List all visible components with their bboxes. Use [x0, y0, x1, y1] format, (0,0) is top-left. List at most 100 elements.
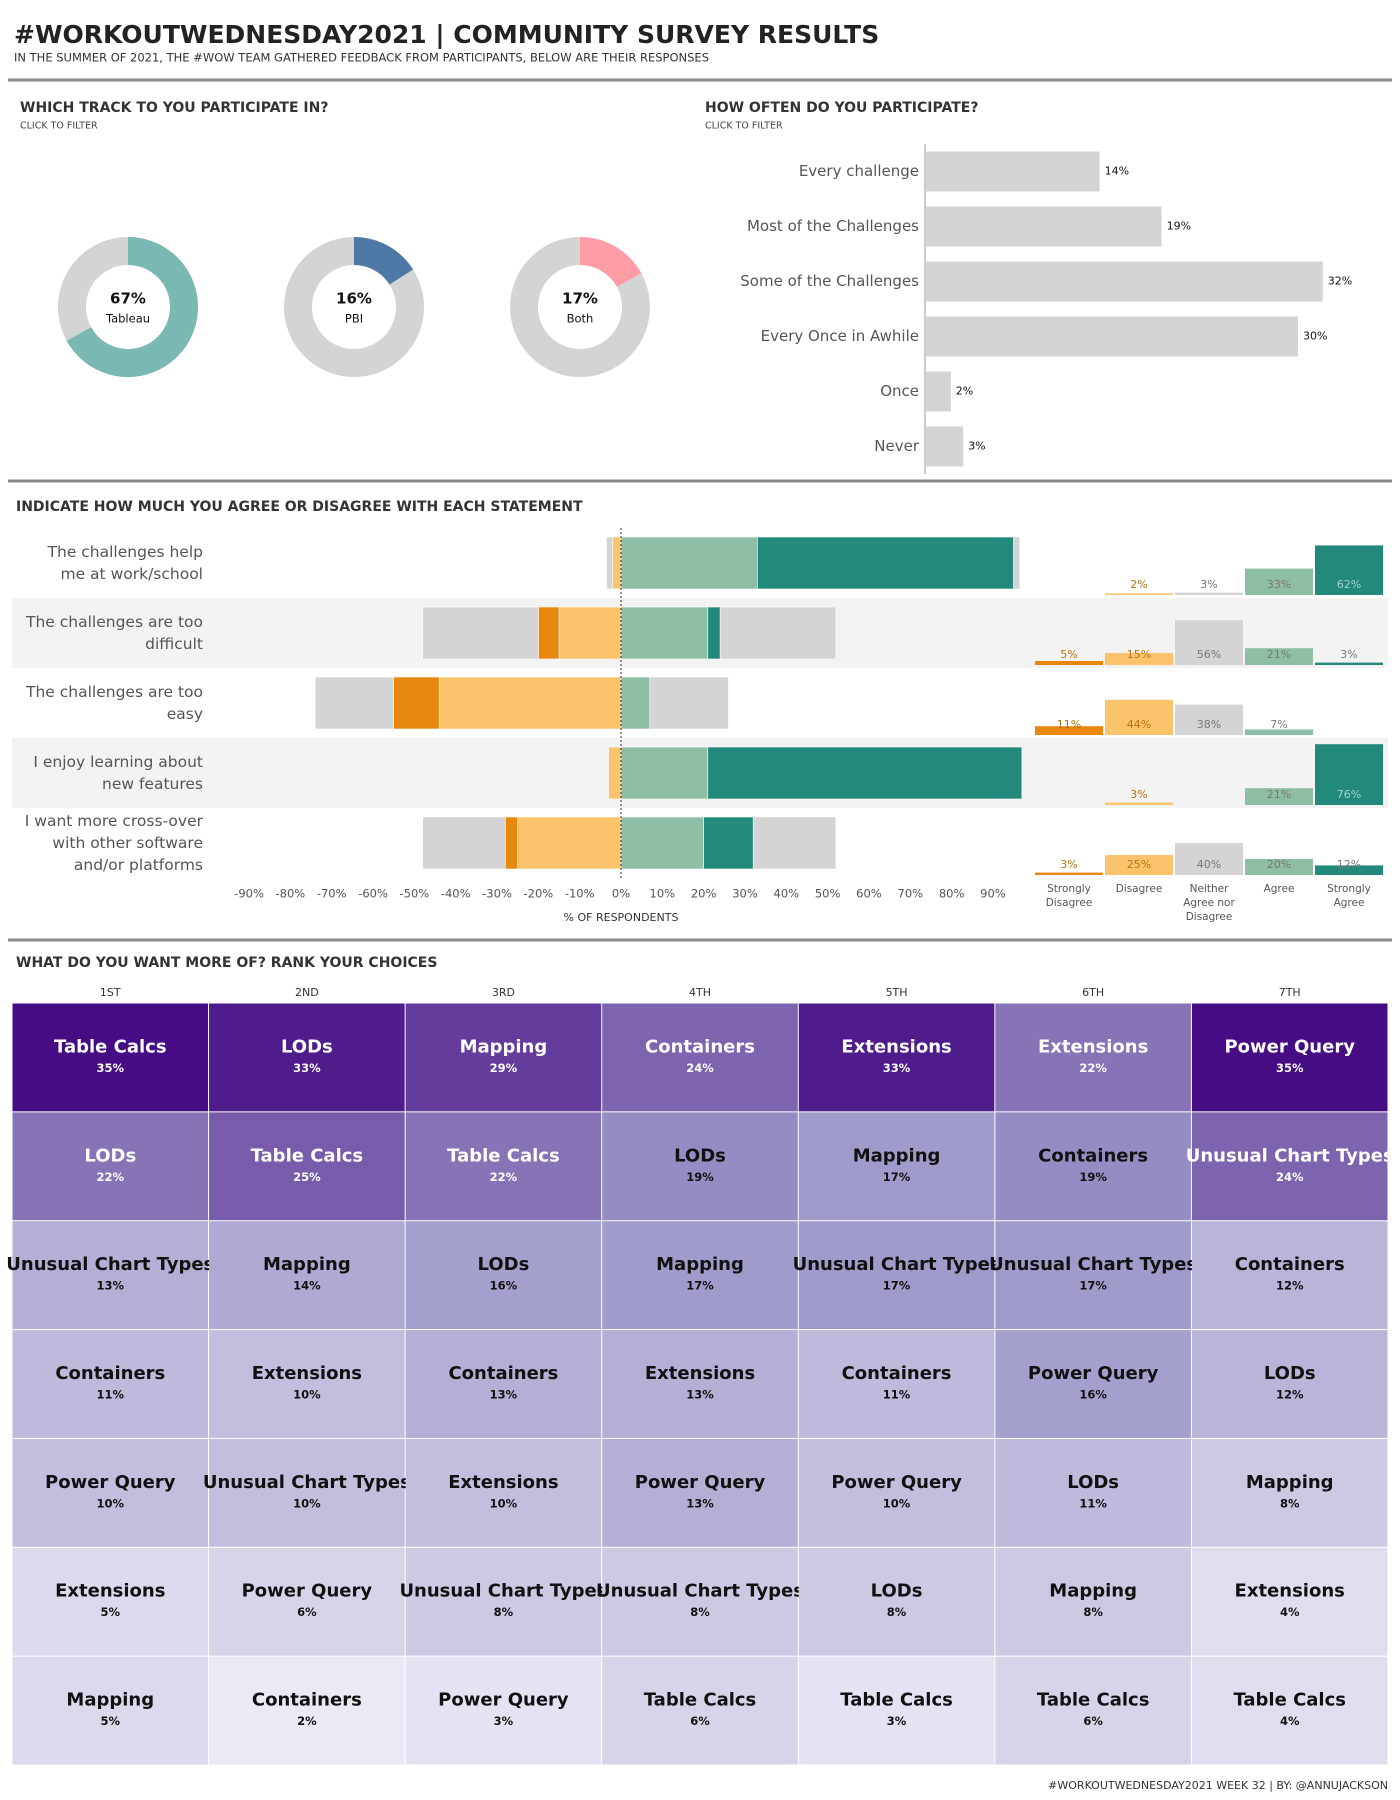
- x-tick-label: 70%: [898, 887, 924, 901]
- mini-bar: [1175, 620, 1243, 665]
- heat-cell: [995, 1221, 1191, 1330]
- footer: #WORKOUTWEDNESDAY2021 WEEK 32 | BY: @ANN…: [1048, 1779, 1388, 1792]
- cell-value-label: 5%: [101, 1714, 121, 1728]
- mini-bar: [1105, 855, 1173, 875]
- y-tick-label: Never: [874, 437, 920, 455]
- bar-segment: [606, 536, 614, 590]
- x-tick-label: -60%: [358, 887, 388, 901]
- cell-name: Extensions: [252, 1363, 362, 1384]
- cell-value-label: 24%: [686, 1061, 714, 1075]
- bar-segment: [707, 606, 721, 660]
- donut-value-label: 17%: [562, 290, 598, 308]
- cell-value-label: 4%: [1280, 1605, 1300, 1619]
- cell-value-label: 17%: [883, 1279, 911, 1293]
- mini-value-label: 56%: [1197, 648, 1221, 661]
- bar[interactable]: [926, 151, 1100, 192]
- mini-value-label: 2%: [1130, 578, 1147, 591]
- heat-cell: [602, 1438, 798, 1547]
- cell-value-label: 10%: [293, 1388, 321, 1402]
- cell-value-label: 8%: [1280, 1496, 1300, 1510]
- cell-name: LODs: [871, 1581, 923, 1602]
- bar-value-label: 32%: [1328, 275, 1352, 288]
- cell-value-label: 8%: [494, 1605, 514, 1619]
- cell-value-label: 3%: [494, 1714, 514, 1728]
- mini-bar: [1035, 661, 1103, 665]
- donut-arc[interactable]: [353, 237, 414, 286]
- cell-name: Containers: [1038, 1145, 1148, 1166]
- x-tick-label: -40%: [441, 887, 471, 901]
- mini-value-label: 5%: [1060, 648, 1077, 661]
- column-label: Strongly Agree: [1327, 883, 1371, 909]
- bar[interactable]: [926, 206, 1162, 247]
- heat-cell: [798, 1547, 995, 1656]
- cell-name: Mapping: [66, 1690, 154, 1711]
- x-tick-label: 30%: [732, 887, 758, 901]
- heat-cell: [209, 1112, 405, 1221]
- bar[interactable]: [926, 371, 951, 412]
- bar-value-label: 3%: [968, 440, 985, 453]
- cell-value-label: 2%: [297, 1714, 317, 1728]
- heat-cell: [209, 1003, 405, 1112]
- column-header: 7TH: [1279, 986, 1301, 999]
- heat-cell: [209, 1547, 405, 1656]
- cell-value-label: 13%: [490, 1388, 518, 1402]
- section-subtitle: CLICK TO FILTER: [705, 121, 783, 132]
- heat-cell: [995, 1656, 1191, 1765]
- donut-arc[interactable]: [66, 237, 198, 377]
- cell-value-label: 19%: [686, 1170, 714, 1184]
- cell-value-label: 16%: [490, 1279, 518, 1293]
- heat-cell: [602, 1221, 798, 1330]
- donut-arc[interactable]: [579, 237, 642, 288]
- column-header: 5TH: [886, 986, 908, 999]
- mini-bar: [1245, 729, 1313, 735]
- cell-name: Power Query: [831, 1472, 962, 1493]
- heat-cell: [1191, 1003, 1388, 1112]
- bar-value-label: 14%: [1105, 165, 1129, 178]
- cell-value-label: 25%: [293, 1170, 321, 1184]
- cell-name: Mapping: [1246, 1472, 1334, 1493]
- bar[interactable]: [926, 316, 1298, 357]
- heat-cell: [798, 1003, 995, 1112]
- cell-name: Table Calcs: [644, 1690, 757, 1711]
- x-tick-label: 20%: [691, 887, 717, 901]
- cell-value-label: 6%: [690, 1714, 710, 1728]
- heat-cell: [798, 1112, 995, 1221]
- heat-cell: [405, 1003, 602, 1112]
- cell-name: Power Query: [438, 1690, 569, 1711]
- donut-value-label: 16%: [336, 290, 372, 308]
- x-tick-label: 40%: [774, 887, 800, 901]
- bar-segment: [707, 746, 1023, 800]
- cell-value-label: 17%: [686, 1279, 714, 1293]
- cell-name: LODs: [478, 1254, 530, 1275]
- bar[interactable]: [926, 426, 964, 467]
- heat-cell: [12, 1547, 209, 1656]
- cell-value-label: 8%: [1083, 1605, 1103, 1619]
- heat-cell: [209, 1656, 405, 1765]
- y-tick-label: Once: [880, 382, 919, 400]
- heat-cell: [995, 1547, 1191, 1656]
- heat-cell: [798, 1330, 995, 1438]
- bar-segment: [620, 676, 651, 730]
- cell-name: Mapping: [460, 1036, 548, 1057]
- heat-cell: [405, 1330, 602, 1438]
- heat-cell: [1191, 1547, 1388, 1656]
- heat-cell: [602, 1003, 798, 1112]
- bar-segment: [752, 816, 837, 870]
- x-tick-label: 80%: [939, 887, 965, 901]
- bar[interactable]: [926, 261, 1323, 302]
- cell-value-label: 3%: [887, 1714, 907, 1728]
- cell-name: Extensions: [448, 1472, 558, 1493]
- bar-segment: [314, 676, 395, 730]
- cell-value-label: 17%: [883, 1170, 911, 1184]
- heat-cell: [405, 1221, 602, 1330]
- bar-value-label: 19%: [1167, 220, 1191, 233]
- column-header: 2ND: [295, 986, 319, 999]
- y-tick-label: Some of the Challenges: [740, 272, 919, 290]
- mini-bar: [1315, 662, 1383, 665]
- statement-label: I want more cross-over with other softwa…: [24, 812, 203, 874]
- cell-name: Mapping: [853, 1145, 941, 1166]
- cell-name: Power Query: [45, 1472, 176, 1493]
- x-tick-label: 0%: [612, 887, 630, 901]
- bar-segment: [620, 746, 709, 800]
- cell-value-label: 19%: [1079, 1170, 1107, 1184]
